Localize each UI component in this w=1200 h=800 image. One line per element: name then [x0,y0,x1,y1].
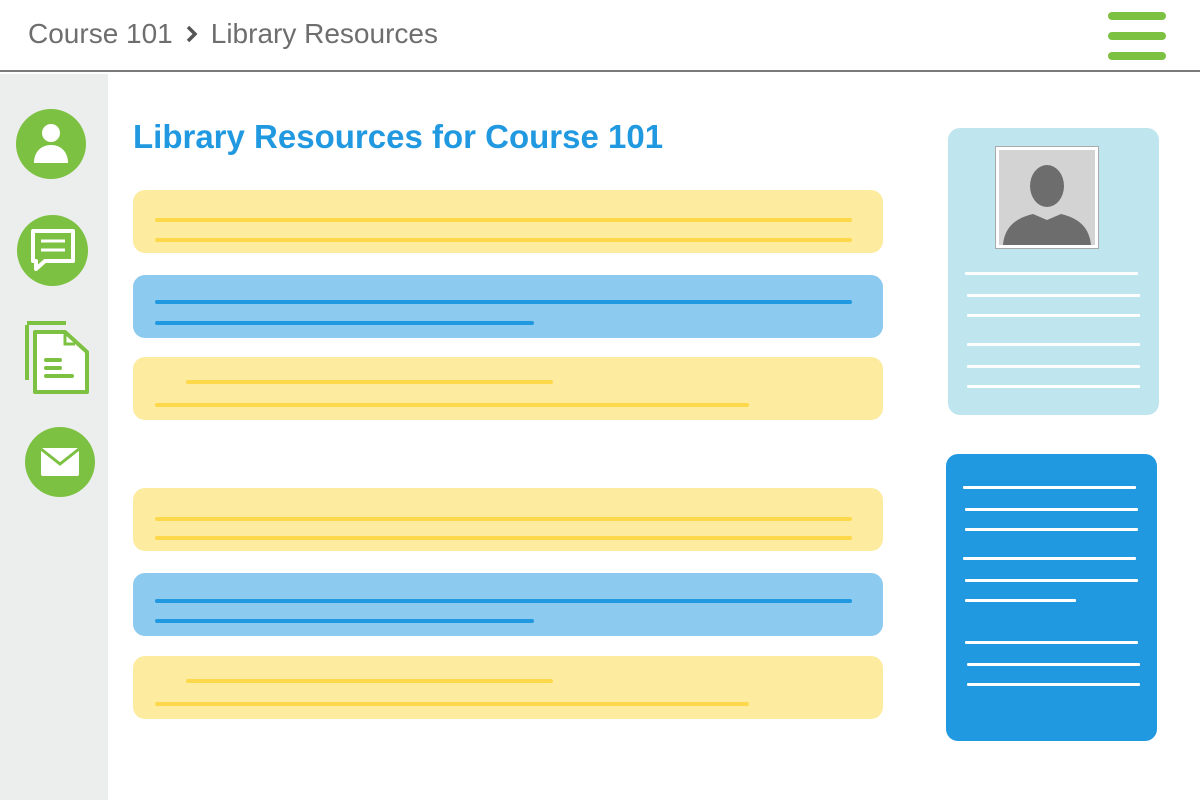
user-icon [34,124,68,163]
sidebar-item-chat[interactable] [17,215,88,286]
chat-icon [31,229,75,271]
header: Course 101 Library Resources [0,0,1200,72]
profile-card [948,128,1159,415]
avatar-silhouette-icon [1003,165,1091,245]
chevron-right-icon [186,25,198,43]
breadcrumb-current: Library Resources [210,18,438,49]
resource-row[interactable] [133,573,883,636]
resource-row[interactable] [133,190,883,253]
resource-row[interactable] [133,488,883,551]
hamburger-icon[interactable] [1108,12,1166,62]
breadcrumb: Course 101 Library Resources [28,18,438,50]
resource-row[interactable] [133,656,883,719]
sidebar-item-documents[interactable] [24,320,90,395]
sidebar-item-profile[interactable] [16,109,86,179]
mail-icon [40,447,80,476]
page-title: Library Resources for Course 101 [133,118,664,155]
resource-row[interactable] [133,275,883,338]
profile-photo [995,146,1099,249]
sidebar-item-mail[interactable] [25,427,95,497]
documents-icon [25,321,89,394]
breadcrumb-course[interactable]: Course 101 [28,18,173,49]
document-card [946,454,1157,741]
resource-row[interactable] [133,357,883,420]
